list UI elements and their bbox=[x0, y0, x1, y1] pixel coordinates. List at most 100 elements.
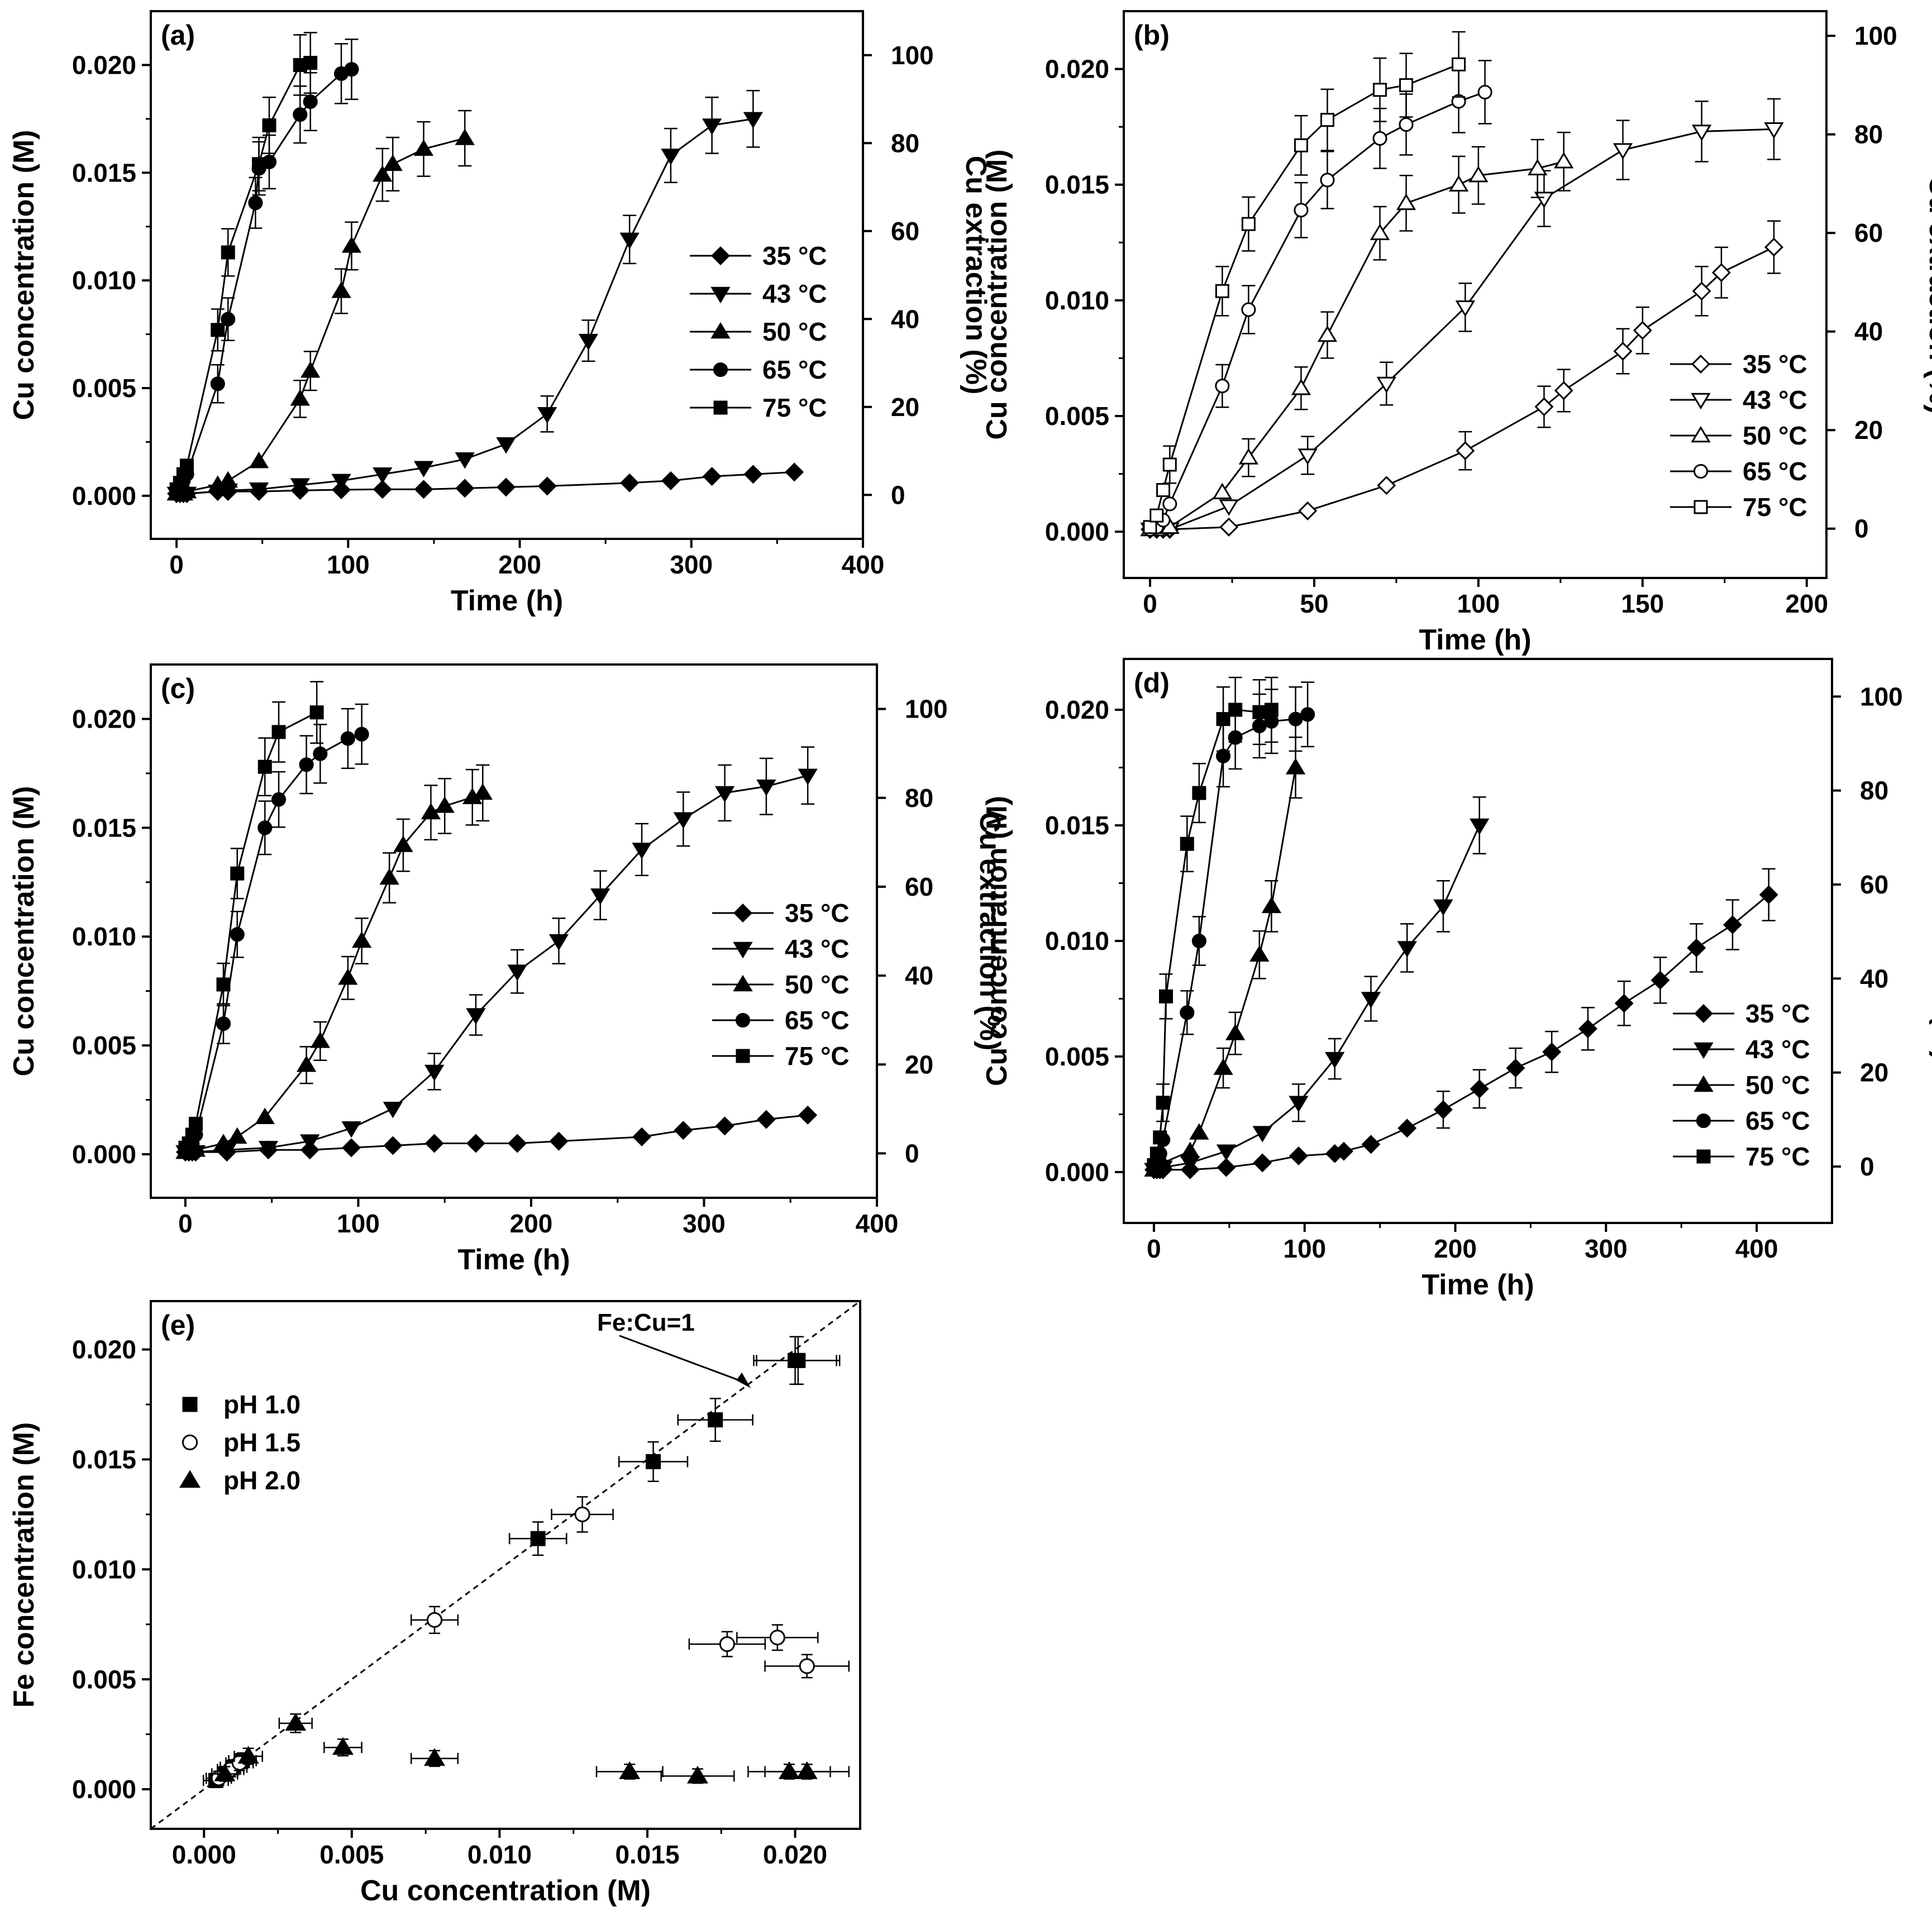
data-point bbox=[466, 1008, 486, 1025]
data-point bbox=[1147, 1158, 1161, 1173]
legend-label: 50 °C bbox=[1745, 1070, 1810, 1100]
series-2-0 bbox=[211, 1713, 850, 1784]
panel-label: (e) bbox=[161, 1309, 195, 1341]
y-tick-label: 0.020 bbox=[72, 50, 136, 79]
data-point bbox=[466, 1134, 485, 1153]
x-tick-label: 200 bbox=[1434, 1234, 1477, 1263]
data-point bbox=[293, 107, 308, 122]
x-tick-label: 400 bbox=[1735, 1234, 1778, 1263]
data-point bbox=[743, 465, 763, 484]
data-point bbox=[1650, 971, 1670, 990]
legend-label: 35 °C bbox=[785, 898, 850, 928]
data-point bbox=[1534, 192, 1554, 208]
y2-tick-label: 80 bbox=[891, 128, 919, 157]
panel-label: (d) bbox=[1134, 667, 1170, 699]
panel-c: 0 100 200 300 400 0.000 0.005 0.010 0.015 0.020 0 2… bbox=[8, 663, 1006, 1276]
y-tick-label: 0.010 bbox=[72, 266, 136, 295]
x-tick-label: 100 bbox=[327, 550, 370, 579]
data-point bbox=[674, 1121, 693, 1140]
data-point bbox=[290, 389, 310, 406]
series-65C bbox=[178, 703, 369, 1158]
data-point bbox=[1370, 223, 1390, 240]
data-point bbox=[252, 157, 266, 171]
legend-label: 65 °C bbox=[1745, 1106, 1810, 1135]
data-point bbox=[285, 1713, 307, 1731]
data-point bbox=[1711, 263, 1731, 283]
data-point bbox=[798, 768, 818, 786]
x-tick-label: 150 bbox=[1621, 589, 1664, 618]
annotation-arrow bbox=[619, 1335, 746, 1384]
y-tick-label: 0.015 bbox=[72, 1445, 136, 1474]
series-35C bbox=[1144, 868, 1778, 1179]
series-line bbox=[1150, 160, 1564, 530]
data-point bbox=[1320, 173, 1335, 188]
data-point bbox=[1219, 499, 1239, 516]
y-tick-label: 0.000 bbox=[72, 481, 136, 510]
x-tick-label: 300 bbox=[670, 550, 713, 579]
data-point bbox=[1216, 1144, 1237, 1161]
data-point bbox=[1372, 131, 1387, 146]
panel-d: 0 100 200 300 400 0.000 0.005 0.010 0.015 0.020 0 2… bbox=[981, 658, 1932, 1301]
data-point bbox=[1477, 84, 1492, 100]
plot-frame bbox=[150, 10, 864, 540]
data-point bbox=[383, 1101, 403, 1119]
y-tick-label: 0.020 bbox=[1045, 55, 1109, 84]
y-tick-label: 0.005 bbox=[72, 1031, 136, 1060]
y2-tick-label: 20 bbox=[1854, 415, 1883, 445]
y2-tick-label: 40 bbox=[1854, 317, 1883, 346]
data-point bbox=[1534, 397, 1554, 417]
data-point bbox=[455, 128, 475, 145]
legend-label: 65 °C bbox=[785, 1006, 850, 1035]
data-point bbox=[1399, 78, 1414, 93]
data-point bbox=[796, 1761, 818, 1779]
data-point bbox=[778, 1761, 800, 1779]
data-point bbox=[1191, 933, 1206, 949]
legend-marker bbox=[736, 1049, 750, 1063]
data-point bbox=[1578, 1019, 1597, 1039]
data-point bbox=[1215, 379, 1230, 394]
data-point bbox=[549, 1131, 569, 1151]
data-point bbox=[1297, 448, 1318, 465]
data-point bbox=[537, 407, 557, 424]
data-point bbox=[798, 1105, 818, 1125]
data-point bbox=[1470, 1079, 1489, 1098]
data-point bbox=[262, 118, 276, 132]
series-line bbox=[175, 68, 352, 493]
series-1-5 bbox=[205, 1496, 850, 1786]
data-point bbox=[1633, 321, 1652, 340]
series-43C bbox=[1144, 796, 1490, 1180]
y2-tick-label: 100 bbox=[905, 695, 948, 724]
series-75C bbox=[169, 32, 318, 496]
data-point bbox=[1759, 885, 1778, 905]
data-point bbox=[354, 727, 369, 742]
y-tick-label: 0.000 bbox=[72, 1140, 136, 1169]
legend-marker bbox=[710, 286, 731, 304]
y-tick-label: 0.005 bbox=[72, 374, 136, 403]
data-point bbox=[249, 451, 269, 469]
data-point bbox=[1448, 175, 1469, 192]
data-point bbox=[1554, 152, 1574, 169]
data-point bbox=[1317, 325, 1338, 342]
data-point bbox=[1294, 203, 1309, 218]
series-75C bbox=[1147, 676, 1279, 1173]
data-point bbox=[1764, 122, 1784, 139]
x-axis-title: Cu concentration (M) bbox=[360, 1875, 651, 1907]
series-line bbox=[1153, 894, 1769, 1171]
data-point bbox=[310, 1031, 330, 1048]
legend-label: 43 °C bbox=[1743, 385, 1807, 414]
series-50C bbox=[175, 764, 493, 1159]
legend-label: 65 °C bbox=[762, 355, 827, 384]
y2-tick-label: 80 bbox=[905, 783, 933, 812]
data-point bbox=[1219, 517, 1239, 537]
y-tick-label: 0.005 bbox=[1045, 1042, 1109, 1071]
series-65C bbox=[1146, 681, 1315, 1175]
x-tick-label: 0 bbox=[1143, 589, 1157, 618]
data-point bbox=[221, 245, 235, 260]
data-point bbox=[1433, 1100, 1453, 1120]
data-point bbox=[1723, 915, 1742, 934]
y-tick-label: 0.015 bbox=[72, 158, 136, 187]
data-point bbox=[743, 112, 764, 129]
data-point bbox=[300, 361, 321, 378]
data-point bbox=[414, 480, 433, 499]
data-point bbox=[1261, 896, 1282, 914]
